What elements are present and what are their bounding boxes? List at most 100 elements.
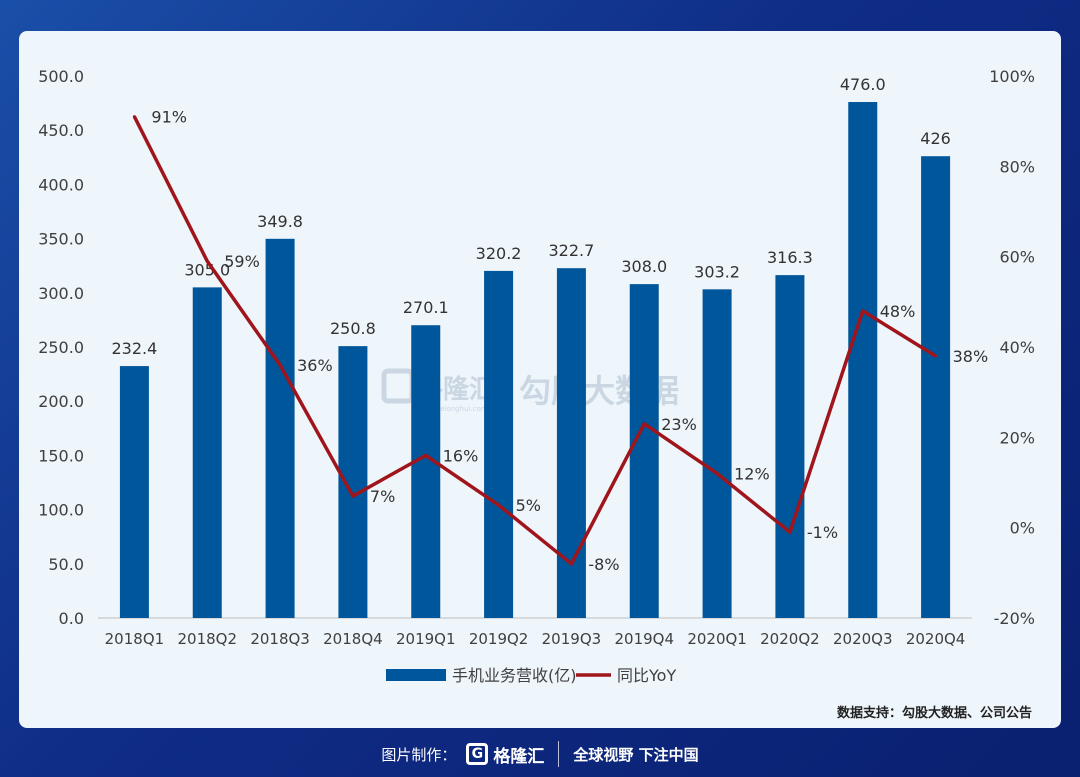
watermark-logo-icon (381, 368, 415, 404)
bar (192, 287, 222, 618)
legend-line-label: 同比YoY (617, 666, 676, 685)
x-tick-label: 2019Q3 (542, 630, 602, 648)
line-value-label: 48% (880, 302, 916, 321)
y-right-tick-label: 40% (999, 338, 1035, 357)
x-axis-ticks: 2018Q1 2018Q2 2018Q3 2018Q4 2019Q1 2019Q2 2019… (105, 630, 966, 648)
bar (629, 284, 659, 618)
x-tick-label: 2020Q1 (687, 630, 747, 648)
x-tick-label: 2018Q3 (250, 630, 310, 648)
legend-bar-label: 手机业务营收(亿) (452, 666, 577, 685)
line-value-label: -1% (807, 523, 838, 542)
line-point (424, 453, 428, 457)
line-point (642, 422, 646, 426)
x-tick-label: 2018Q2 (177, 630, 237, 648)
y-left-tick-label: 400.0 (38, 175, 84, 194)
bar-value-label: 250.8 (330, 319, 376, 338)
bar (411, 325, 441, 618)
x-tick-label: 2018Q4 (323, 630, 383, 648)
y-right-tick-label: 20% (999, 428, 1035, 447)
footer-prefix: 图片制作： (381, 745, 457, 764)
line-point (861, 309, 865, 313)
bar-value-label: 322.7 (549, 241, 595, 260)
x-tick-label: 2020Q2 (760, 630, 820, 648)
line-value-label: 5% (516, 496, 541, 515)
bar (775, 275, 805, 618)
footer-brand-name: 格隆汇 (493, 746, 545, 767)
footer-divider (558, 741, 560, 767)
line-series (132, 115, 938, 566)
bar (119, 366, 149, 618)
line-point (497, 503, 501, 507)
line-value-label: 36% (297, 356, 333, 375)
bar-value-label: 270.1 (403, 298, 449, 317)
source-note: 数据支持：勾股大数据、公司公告 (837, 705, 1032, 721)
bar-series (119, 102, 951, 619)
y-right-tick-label: -20% (994, 609, 1035, 628)
gelonghui-logo-icon: G (466, 743, 489, 765)
bar (702, 289, 732, 618)
line-value-label: 16% (443, 446, 479, 465)
combo-chart: 格隆汇 www.gelonghui.com 勾股大数据 0.050.0100.0… (38, 67, 1035, 721)
line-value-label: 91% (151, 108, 187, 127)
y-left-tick-label: 300.0 (38, 284, 84, 303)
bar-value-label: 320.2 (476, 244, 522, 263)
y-right-tick-label: 60% (999, 248, 1035, 267)
line-point (278, 363, 282, 367)
x-tick-label: 2020Q4 (906, 630, 966, 648)
line-value-label: -8% (588, 555, 619, 574)
y-left-tick-label: 200.0 (38, 392, 84, 411)
y-left-tick-label: 450.0 (38, 121, 84, 140)
x-tick-label: 2019Q1 (396, 630, 456, 648)
line-point (205, 259, 209, 263)
line-point (715, 471, 719, 475)
bar-value-label: 426 (920, 129, 951, 148)
legend: 手机业务营收(亿) 同比YoY (386, 666, 676, 685)
line-point (132, 115, 136, 119)
bar-value-label: 316.3 (767, 248, 813, 267)
y-left-tick-label: 150.0 (38, 446, 84, 465)
y-left-tick-label: 500.0 (38, 67, 84, 86)
footer-slogan: 全球视野 下注中国 (573, 745, 699, 764)
bar (338, 346, 368, 618)
y-axis-left: 0.0 50.0 100.0 150.0 200.0 250.0 300.0 350.0 400… (38, 67, 84, 628)
bar-value-label: 349.8 (257, 212, 303, 231)
y-left-tick-label: 350.0 (38, 230, 84, 249)
y-axis-right: -20% 0% 20% 40% 60% 80% 100% (989, 67, 1035, 628)
line-value-label: 23% (661, 415, 697, 434)
y-left-tick-label: 50.0 (48, 555, 84, 574)
legend-bar-swatch (386, 669, 446, 681)
y-right-tick-label: 0% (1010, 519, 1035, 538)
y-left-tick-label: 0.0 (59, 609, 84, 628)
watermark-subtitle: www.gelonghui.com (417, 405, 488, 413)
y-right-tick-label: 100% (989, 67, 1035, 86)
footer: 图片制作： G 格隆汇 全球视野 下注中国 (0, 736, 1080, 772)
footer-brand: G 格隆汇 (466, 742, 544, 767)
line-point (351, 494, 355, 498)
line-point (569, 562, 573, 566)
chart-card: 格隆汇 www.gelonghui.com 勾股大数据 0.0 50.0 100.0… (19, 31, 1061, 728)
yoy-line (132, 115, 937, 566)
line-value-label: 12% (734, 464, 770, 483)
line-value-label: 59% (224, 252, 260, 271)
bar (848, 102, 878, 619)
line-value-labels: 91% 59% 36% 7% 16% 5% -8% 23% 12% -1% 48% 38% (151, 108, 988, 574)
bar-value-label: 476.0 (840, 75, 886, 94)
line-value-label: 38% (953, 347, 989, 366)
bar-value-label: 303.2 (694, 262, 740, 281)
y-right-tick-label: 80% (999, 157, 1035, 176)
line-point (788, 530, 792, 534)
line-value-label: 7% (370, 487, 395, 506)
bar (921, 156, 951, 618)
x-tick-label: 2019Q2 (469, 630, 529, 648)
bar-value-label: 232.4 (112, 339, 158, 358)
x-tick-label: 2019Q4 (614, 630, 674, 648)
line-point (934, 354, 938, 358)
bar (484, 270, 514, 618)
y-left-tick-label: 100.0 (38, 501, 84, 520)
x-tick-label: 2018Q1 (105, 630, 165, 648)
x-tick-label: 2020Q3 (833, 630, 893, 648)
bar (265, 238, 295, 618)
bar-value-label: 308.0 (621, 257, 667, 276)
bar (556, 268, 586, 618)
